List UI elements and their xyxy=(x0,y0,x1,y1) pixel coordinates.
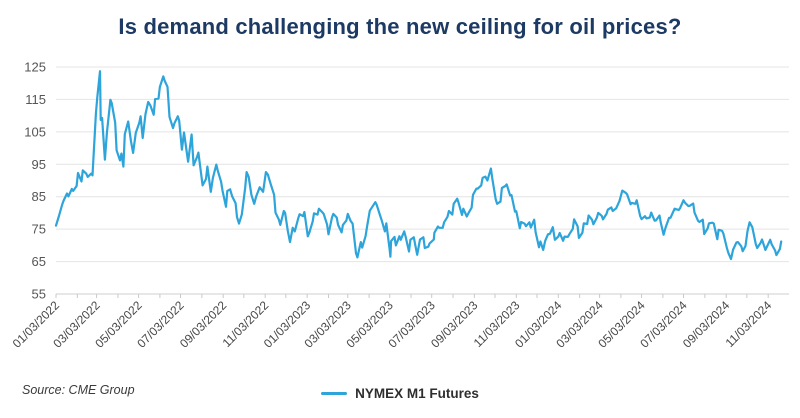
nymex-m1-futures-line xyxy=(54,70,783,261)
x-axis-tick-label: 11/03/2024 xyxy=(723,298,775,350)
legend-line-swatch-icon xyxy=(321,391,348,395)
legend-item-nymex-m1-futures: NYMEX M1 Futures xyxy=(355,385,479,401)
y-axis-tick-label: 65 xyxy=(32,254,46,269)
y-axis-tick-label: 75 xyxy=(32,222,46,237)
source-note: Source: CME Group xyxy=(22,383,135,397)
y-axis-tick-label: 85 xyxy=(32,189,46,204)
chart-title: Is demand challenging the new ceiling fo… xyxy=(118,14,682,39)
y-axis-tick-label: 105 xyxy=(24,124,46,139)
legend: NYMEX M1 Futures xyxy=(0,378,800,408)
y-axis-tick-label: 115 xyxy=(25,92,46,107)
y-axis-tick-label: 55 xyxy=(32,287,46,302)
y-axis-tick-label: 95 xyxy=(32,157,46,172)
y-axis-tick-label: 125 xyxy=(24,60,46,75)
